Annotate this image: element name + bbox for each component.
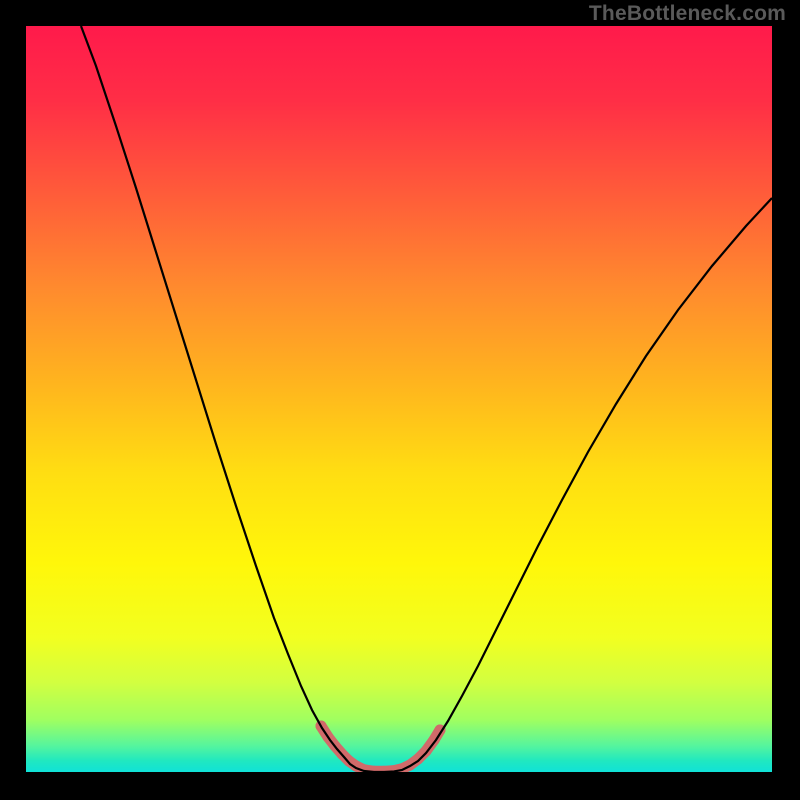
plot-area bbox=[26, 26, 772, 772]
bottleneck-curve bbox=[81, 26, 772, 772]
curve-layer bbox=[26, 26, 772, 772]
watermark-text: TheBottleneck.com bbox=[589, 2, 786, 26]
